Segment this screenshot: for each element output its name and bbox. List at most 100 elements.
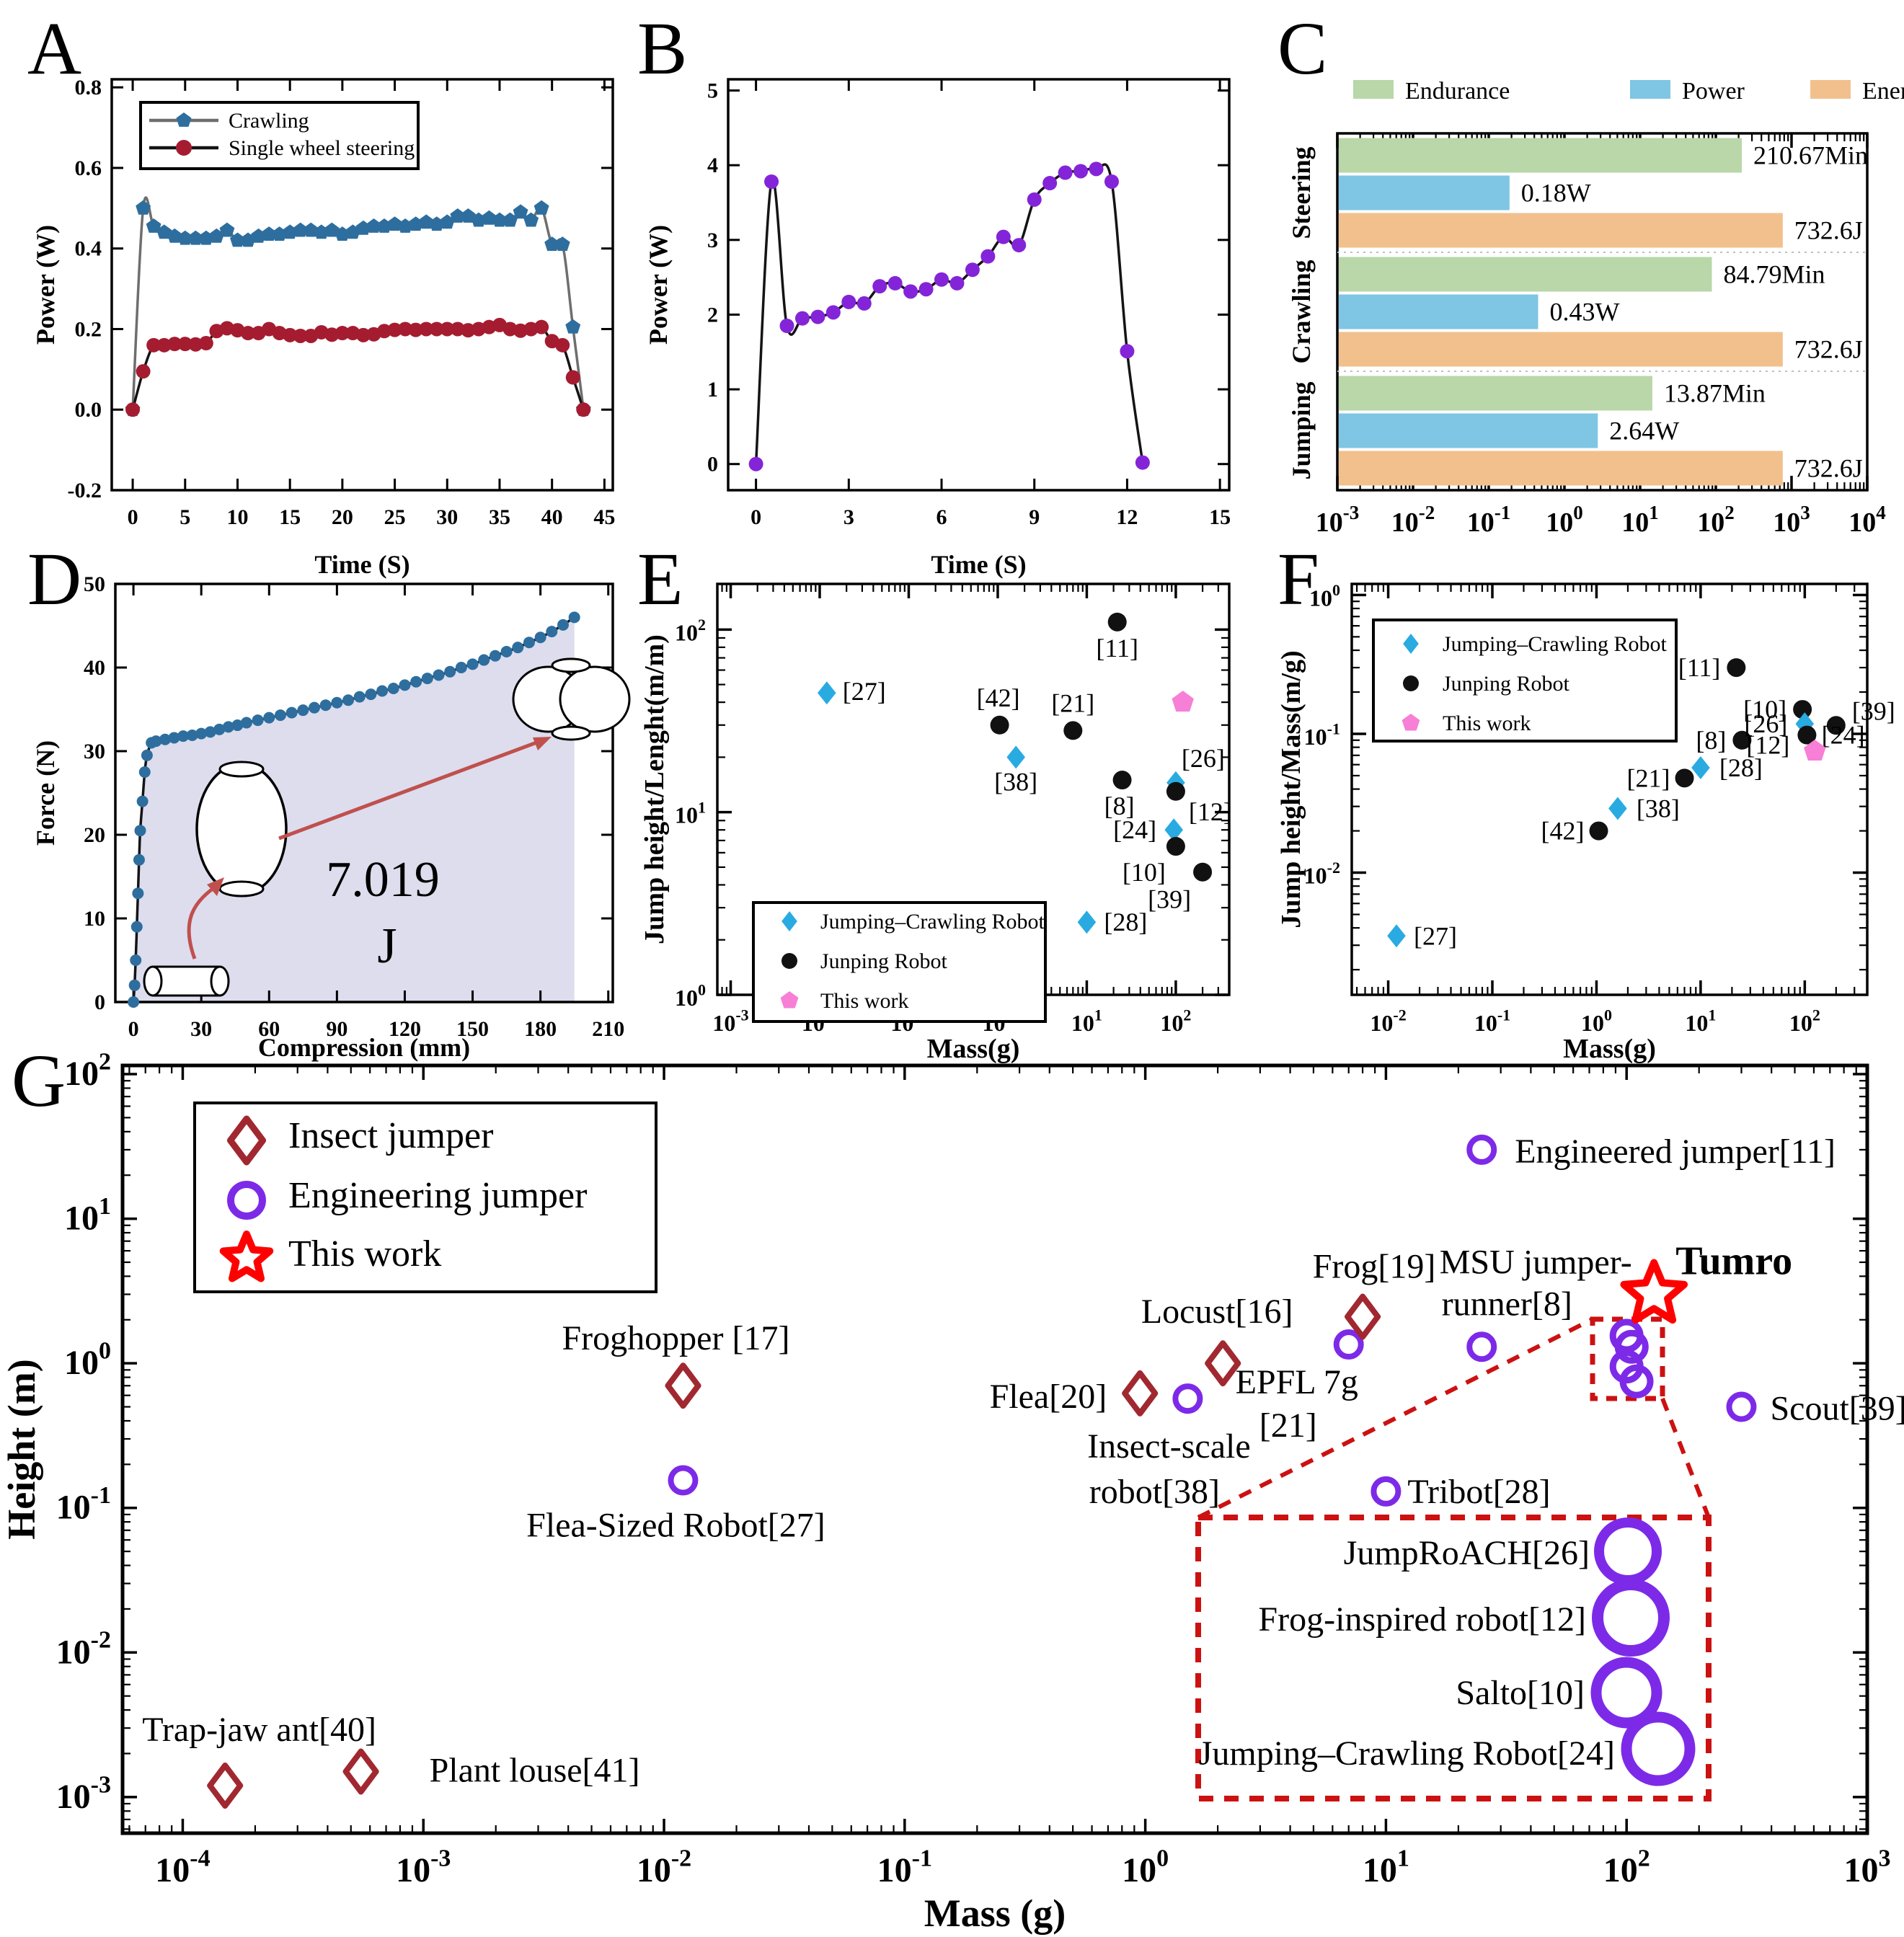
svg-text:Insect jumper: Insect jumper	[288, 1115, 493, 1156]
svg-text:[24]: [24]	[1113, 815, 1156, 844]
svg-text:Junping Robot: Junping Robot	[1443, 672, 1570, 696]
svg-text:[11]: [11]	[1096, 634, 1138, 662]
svg-text:4: 4	[707, 154, 718, 177]
svg-text:Froghopper [17]: Froghopper [17]	[562, 1319, 789, 1357]
svg-text:10-1: 10-1	[877, 1845, 932, 1889]
svg-text:7.019: 7.019	[326, 852, 440, 908]
svg-text:[21]: [21]	[1259, 1406, 1317, 1445]
svg-text:Flea-Sized Robot[27]: Flea-Sized Robot[27]	[526, 1507, 825, 1545]
svg-text:Salto[10]: Salto[10]	[1456, 1674, 1585, 1712]
svg-text:101: 101	[675, 798, 706, 828]
panel-d-letter: D	[27, 538, 82, 621]
svg-text:30: 30	[84, 740, 105, 763]
svg-text:40: 40	[541, 505, 563, 529]
svg-text:Jumping–Crawling Robot[24]: Jumping–Crawling Robot[24]	[1199, 1734, 1615, 1773]
svg-text:MSU jumper-: MSU jumper-	[1440, 1243, 1632, 1281]
svg-text:0.8: 0.8	[75, 76, 102, 99]
panel-a-letter: A	[27, 7, 82, 90]
svg-text:10-3: 10-3	[712, 1006, 748, 1036]
svg-text:[11]: [11]	[1678, 653, 1721, 682]
svg-text:[39]: [39]	[1852, 696, 1895, 725]
svg-text:0.18W: 0.18W	[1521, 179, 1591, 208]
svg-text:Tribot[28]: Tribot[28]	[1407, 1473, 1550, 1511]
svg-text:15: 15	[279, 505, 301, 529]
svg-text:120: 120	[389, 1017, 421, 1041]
svg-text:60: 60	[258, 1017, 280, 1041]
svg-text:[21]: [21]	[1051, 688, 1094, 717]
svg-text:10-2: 10-2	[637, 1845, 691, 1889]
svg-text:Single wheel steering: Single wheel steering	[229, 136, 415, 160]
svg-text:[8]: [8]	[1696, 726, 1726, 755]
svg-text:Jumping–Crawling Robot: Jumping–Crawling Robot	[1443, 632, 1668, 656]
svg-text:10-2: 10-2	[1370, 1006, 1406, 1036]
svg-text:Power: Power	[1682, 78, 1745, 105]
svg-text:0: 0	[750, 505, 761, 529]
svg-text:Locust[16]: Locust[16]	[1141, 1293, 1293, 1331]
svg-text:5: 5	[707, 79, 718, 103]
svg-text:[26]: [26]	[1182, 744, 1225, 773]
svg-text:runner[8]: runner[8]	[1442, 1285, 1572, 1323]
svg-text:Jumping: Jumping	[1287, 381, 1316, 479]
panel-g-letter: G	[12, 1040, 66, 1122]
panel-c-endurance-power-energy-bars: 10-3 10-2 10-1 100 101 102 103 104 210.67Min 0.18…	[1287, 78, 1904, 538]
svg-text:100: 100	[1546, 502, 1583, 538]
svg-text:Mass(g): Mass(g)	[1563, 1034, 1656, 1064]
svg-text:Insect-scale: Insect-scale	[1087, 1427, 1251, 1466]
svg-text:Crawling: Crawling	[229, 109, 309, 133]
svg-text:0: 0	[128, 1017, 139, 1041]
svg-text:13.87Min: 13.87Min	[1664, 379, 1766, 408]
svg-text:3: 3	[707, 229, 718, 252]
svg-text:[12]: [12]	[1746, 731, 1789, 760]
svg-text:732.6J: 732.6J	[1794, 216, 1863, 245]
svg-text:J: J	[377, 918, 397, 974]
svg-text:Compression (mm): Compression (mm)	[258, 1033, 470, 1062]
svg-text:10: 10	[84, 907, 105, 931]
svg-text:robot[38]: robot[38]	[1089, 1473, 1220, 1511]
svg-text:Flea[20]: Flea[20]	[990, 1378, 1107, 1416]
svg-text:102: 102	[1697, 502, 1735, 538]
svg-text:150: 150	[456, 1017, 489, 1041]
svg-text:This work: This work	[288, 1233, 441, 1275]
svg-text:103: 103	[1844, 1845, 1891, 1889]
svg-text:[38]: [38]	[994, 767, 1037, 796]
svg-text:[24]: [24]	[1822, 721, 1865, 750]
svg-text:732.6J: 732.6J	[1794, 335, 1863, 364]
svg-text:0.0: 0.0	[75, 398, 102, 422]
svg-text:15: 15	[1209, 505, 1231, 529]
svg-text:50: 50	[84, 572, 105, 596]
svg-text:10-3: 10-3	[1316, 502, 1360, 538]
svg-text:101: 101	[64, 1193, 111, 1238]
svg-text:45: 45	[593, 505, 615, 529]
svg-text:40: 40	[84, 656, 105, 680]
svg-text:Mass(g): Mass(g)	[927, 1034, 1020, 1064]
svg-text:Energy: Energy	[1862, 78, 1904, 105]
svg-text:10-1: 10-1	[1474, 1006, 1510, 1036]
svg-text:101: 101	[1621, 502, 1659, 538]
svg-text:100: 100	[1122, 1845, 1169, 1889]
svg-text:This work: This work	[1443, 712, 1531, 735]
panel-b-letter: B	[637, 7, 688, 90]
svg-text:100: 100	[1309, 581, 1340, 611]
svg-text:210: 210	[592, 1017, 624, 1041]
svg-text:10-1: 10-1	[1304, 720, 1340, 750]
svg-text:Frog-inspired robot[12]: Frog-inspired robot[12]	[1258, 1600, 1586, 1639]
svg-text:-0.2: -0.2	[68, 479, 102, 502]
svg-text:[28]: [28]	[1719, 753, 1763, 782]
svg-text:3: 3	[843, 505, 854, 529]
panel-a-crawling-steering-power-chart: 0 5 10 15 20 25 30 35 40 45 -0.2 0.0 0.2 0.4 0.6 0.8 Tim…	[31, 76, 615, 579]
svg-text:[42]: [42]	[977, 683, 1020, 712]
svg-text:Frog[19]: Frog[19]	[1313, 1248, 1436, 1286]
svg-text:10-1: 10-1	[1467, 502, 1511, 538]
svg-text:[10]: [10]	[1743, 695, 1786, 724]
svg-text:0.2: 0.2	[75, 317, 102, 341]
svg-text:100: 100	[675, 981, 706, 1011]
svg-text:30: 30	[190, 1017, 212, 1041]
svg-text:[42]: [42]	[1541, 817, 1585, 846]
svg-text:25: 25	[384, 505, 406, 529]
svg-text:20: 20	[84, 823, 105, 847]
svg-text:10-2: 10-2	[56, 1627, 111, 1672]
svg-text:[39]: [39]	[1148, 885, 1191, 914]
svg-text:[26]: [26]	[1744, 709, 1787, 738]
svg-text:[27]: [27]	[843, 677, 886, 706]
svg-text:210.67Min: 210.67Min	[1753, 141, 1868, 170]
